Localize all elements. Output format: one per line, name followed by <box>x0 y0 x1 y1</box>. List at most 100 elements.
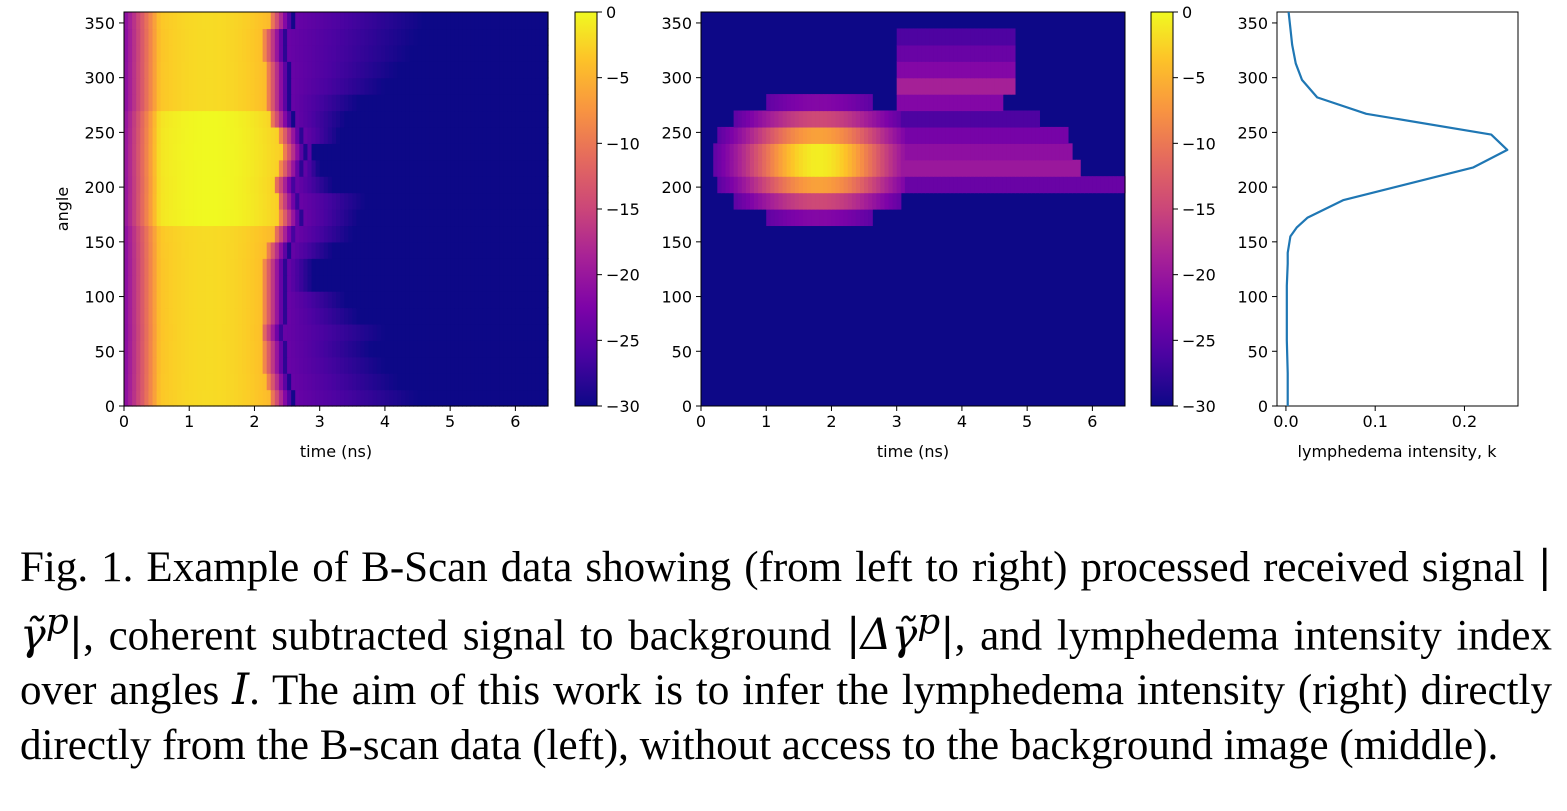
heatmap-bscan-cell <box>425 340 431 358</box>
heatmap-subtracted-cell <box>904 159 910 177</box>
heatmap-subtracted-cell <box>851 192 857 210</box>
heatmap-bscan-cell <box>246 44 251 62</box>
heatmap-bscan-cell <box>389 159 394 177</box>
heatmap-bscan-cell <box>205 176 211 194</box>
heatmap-subtracted-cell <box>1039 159 1045 177</box>
heatmap-subtracted-cell <box>961 126 967 144</box>
heatmap-bscan-cell <box>331 44 337 62</box>
heatmap-subtracted-cell <box>913 77 918 95</box>
heatmap-bscan-cell <box>327 192 333 210</box>
heatmap-bscan-cell <box>429 77 435 95</box>
heatmap-bscan-cell <box>291 373 296 391</box>
heatmap-bscan-cell <box>535 61 541 79</box>
heatmap-bscan-cell <box>531 373 537 391</box>
heatmap-bscan-cell <box>368 274 374 292</box>
heatmap-bscan-cell <box>177 373 182 391</box>
heatmap-subtracted-cell <box>941 126 947 144</box>
heatmap-subtracted-cell <box>749 176 755 194</box>
heatmap-bscan-cell <box>327 389 333 407</box>
heatmap-bscan-cell <box>446 291 451 309</box>
heatmap-subtracted-cell <box>786 159 792 177</box>
heatmap-bscan-cell <box>327 373 333 391</box>
heatmap-subtracted-cell <box>847 192 853 210</box>
heatmap-bscan-cell <box>503 258 508 276</box>
heatmap-bscan-cell <box>515 61 521 79</box>
heatmap-bscan-cell <box>164 28 170 46</box>
heatmap-bscan-cell <box>303 159 309 177</box>
heatmap-bscan-cell <box>425 274 431 292</box>
heatmap-bscan-cell <box>168 209 174 227</box>
heatmap-bscan-cell <box>189 291 194 309</box>
heatmap-bscan-cell <box>221 274 227 292</box>
heatmap-subtracted-cell <box>745 143 751 161</box>
heatmap-bscan-cell <box>181 143 186 161</box>
heatmap-bscan-cell <box>266 307 272 325</box>
heatmap-bscan-cell <box>458 28 463 46</box>
heatmap-bscan-cell <box>531 126 537 144</box>
heatmap-subtracted-cell <box>925 126 930 144</box>
heatmap-subtracted-cell <box>835 126 841 144</box>
heatmap-bscan-cell <box>376 44 382 62</box>
heatmap-bscan-cell <box>486 28 492 46</box>
heatmap-bscan-cell <box>213 143 219 161</box>
heatmap-bscan-cell <box>230 61 235 79</box>
heatmap-subtracted-cell <box>762 159 767 177</box>
heatmap-bscan-cell <box>193 159 198 177</box>
heatmap-bscan-cell <box>450 94 455 112</box>
heatmap-bscan-cell <box>193 323 198 341</box>
heatmap-bscan-cell <box>437 307 443 325</box>
heatmap-bscan-cell <box>274 356 280 374</box>
heatmap-bscan-cell <box>376 12 382 30</box>
heatmap-bscan-cell <box>474 61 480 79</box>
heatmap-bscan-cell <box>409 225 415 243</box>
heatmap-bscan-cell <box>433 209 439 227</box>
heatmap-bscan-cell <box>515 110 521 128</box>
heatmap-bscan-cell <box>132 44 137 62</box>
heatmap-bscan-cell <box>413 126 419 144</box>
heatmap-bscan-cell <box>213 323 219 341</box>
heatmap-bscan-cell <box>299 143 304 161</box>
heatmap-bscan-cell <box>221 323 227 341</box>
heatmap-subtracted-cell <box>966 159 971 177</box>
heatmap-subtracted-cell <box>774 110 780 128</box>
heatmap-bscan-cell <box>499 241 504 259</box>
heatmap-bscan-cell <box>417 176 423 194</box>
heatmap-bscan-cell <box>539 77 545 95</box>
heatmap-bscan-cell <box>258 28 264 46</box>
heatmap-bscan-cell <box>417 12 423 30</box>
heatmap-bscan-cell <box>519 225 525 243</box>
heatmap-subtracted-cell <box>990 126 996 144</box>
heatmap-subtracted-cell <box>774 209 780 227</box>
heatmap-bscan-cell <box>454 110 459 128</box>
heatmap-bscan-cell <box>507 192 512 210</box>
heatmap-bscan-cell <box>336 28 341 46</box>
heatmap-bscan-cell <box>152 241 158 259</box>
heatmap-bscan-cell <box>368 126 374 144</box>
heatmap-bscan-cell <box>132 356 137 374</box>
heatmap-bscan-cell <box>535 389 541 407</box>
panel-subtracted-ytick-label: 300 <box>661 69 692 88</box>
heatmap-bscan-cell <box>336 176 341 194</box>
heatmap-bscan-cell <box>242 110 247 128</box>
heatmap-subtracted-cell <box>839 176 845 194</box>
heatmap-bscan-cell <box>409 373 415 391</box>
heatmap-subtracted-cell <box>953 28 959 46</box>
heatmap-subtracted-cell <box>917 126 922 144</box>
heatmap-bscan-cell <box>413 258 419 276</box>
heatmap-bscan-cell <box>140 241 145 259</box>
heatmap-bscan-cell <box>132 77 137 95</box>
heatmap-bscan-cell <box>238 77 243 95</box>
heatmap-bscan-cell <box>511 159 516 177</box>
heatmap-bscan-cell <box>495 110 500 128</box>
heatmap-bscan-cell <box>270 44 276 62</box>
heatmap-bscan-cell <box>177 126 182 144</box>
heatmap-bscan-cell <box>380 94 386 112</box>
heatmap-subtracted-cell <box>790 94 796 112</box>
heatmap-bscan-cell <box>193 143 198 161</box>
heatmap-bscan-cell <box>462 356 468 374</box>
heatmap-bscan-cell <box>458 373 463 391</box>
heatmap-bscan-cell <box>376 323 382 341</box>
heatmap-bscan-cell <box>478 110 484 128</box>
heatmap-bscan-cell <box>168 44 174 62</box>
heatmap-bscan-cell <box>152 110 158 128</box>
